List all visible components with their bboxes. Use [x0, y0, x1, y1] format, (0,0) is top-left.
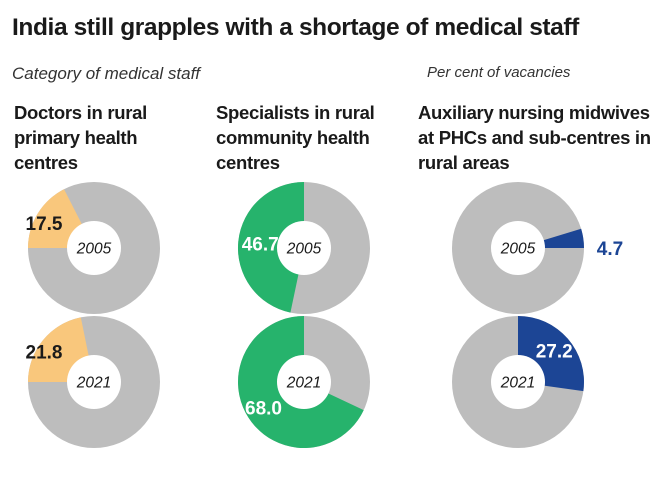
pie-value-label: 17.5 [26, 214, 63, 235]
category-line: Auxiliary nursing midwives [418, 102, 650, 123]
category-line: Specialists in rural [216, 102, 375, 123]
pie-specialists-2005: 2005 46.7 [237, 182, 370, 314]
pie-value-label: 46.7 [242, 234, 279, 255]
pie-center-hole [277, 221, 331, 275]
pie-doctors-2021: 2021 21.8 [26, 316, 160, 448]
category-line: centres [216, 152, 280, 173]
pie-value-label: 21.8 [26, 343, 63, 364]
pie-center-hole [67, 355, 121, 409]
pie-value-label: 68.0 [245, 399, 282, 420]
category-doctors-label: Doctors in rural primary health centres [14, 100, 214, 175]
pie-center-hole [491, 355, 545, 409]
pie-year-label: 2005 [500, 241, 536, 258]
pie-vacancy-slice [237, 182, 304, 313]
pie-midwives-2005: 2005 4.7 [452, 182, 623, 314]
pie-year-label: 2005 [286, 241, 322, 258]
pie-year-label: 2005 [76, 241, 112, 258]
pie-center-hole [67, 221, 121, 275]
unit-label: Per cent of vacancies [427, 64, 571, 81]
category-line: primary health [14, 127, 138, 148]
category-midwives-label: Auxiliary nursing midwives at PHCs and s… [418, 100, 658, 175]
category-line: Doctors in rural [14, 102, 147, 123]
pie-year-label: 2021 [286, 375, 321, 392]
pie-year-label: 2021 [76, 375, 111, 392]
category-line: rural areas [418, 152, 510, 173]
category-line: community health [216, 127, 370, 148]
category-line: centres [14, 152, 78, 173]
pie-value-label: 27.2 [536, 342, 573, 363]
pie-center-hole [277, 355, 331, 409]
pie-value-label: 4.7 [597, 239, 623, 260]
category-specialists-label: Specialists in rural community health ce… [216, 100, 416, 175]
pie-doctors-2005: 2005 17.5 [26, 182, 160, 314]
category-line: at PHCs and sub-centres in [418, 127, 651, 148]
pie-year-label: 2021 [500, 375, 535, 392]
category-axis-label: Category of medical staff [12, 64, 201, 83]
pie-center-hole [491, 221, 545, 275]
chart-title: India still grapples with a shortage of … [12, 14, 579, 41]
